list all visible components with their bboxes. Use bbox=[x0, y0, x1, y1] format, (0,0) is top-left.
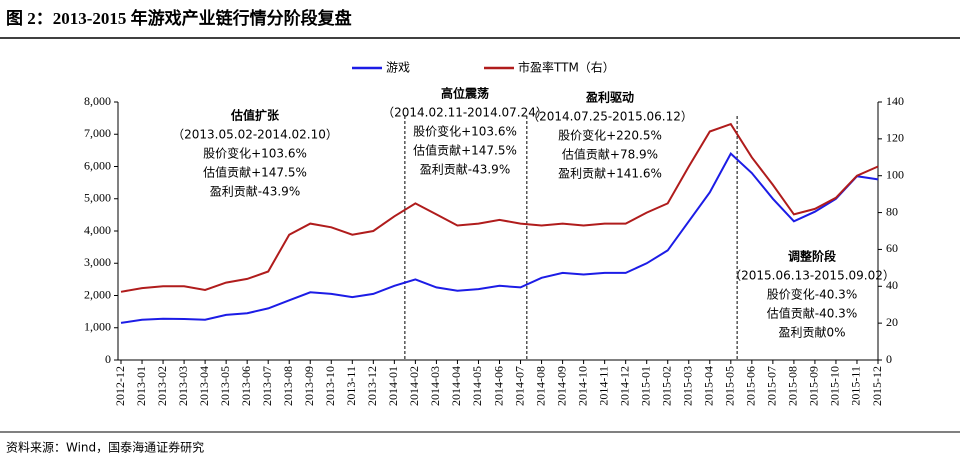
x-tick-label: 2014-07 bbox=[512, 366, 526, 406]
y-tick-label: 8,000 bbox=[84, 94, 111, 108]
y-tick-label: 2,000 bbox=[84, 287, 111, 301]
x-tick-label: 2013-08 bbox=[281, 366, 295, 406]
annotation-line: 股价变化-40.3% bbox=[767, 287, 857, 302]
annotation-line: 估值贡献-40.3% bbox=[767, 306, 857, 321]
x-tick-label: 2013-04 bbox=[197, 366, 211, 406]
x-tick-label: 2014-05 bbox=[470, 366, 484, 406]
legend-label: 市盈率TTM（右） bbox=[518, 60, 615, 75]
y-tick-label: 6,000 bbox=[84, 158, 111, 172]
y2-tick-label: 20 bbox=[886, 315, 898, 329]
x-tick-label: 2014-08 bbox=[533, 366, 547, 406]
annotation-line: 估值贡献+147.5% bbox=[413, 143, 517, 158]
annotation-line: （2013.05.02-2014.02.10） bbox=[172, 128, 338, 142]
series-line bbox=[120, 122, 879, 293]
x-tick-label: 2015-04 bbox=[702, 366, 716, 406]
x-tick-label: 2013-09 bbox=[302, 366, 316, 406]
x-tick-label: 2015-11 bbox=[849, 366, 863, 406]
x-tick-label: 2015-08 bbox=[786, 366, 800, 406]
x-tick-label: 2015-12 bbox=[870, 366, 884, 406]
annotation-line: 股价变化+103.6% bbox=[203, 146, 307, 161]
annotation-line: 股价变化+220.5% bbox=[558, 128, 662, 143]
x-tick-label: 2014-06 bbox=[491, 366, 505, 406]
x-tick-label: 2013-10 bbox=[323, 366, 337, 406]
x-tick-label: 2015-05 bbox=[723, 366, 737, 406]
y-tick-label: 3,000 bbox=[84, 255, 111, 269]
x-tick-label: 2014-03 bbox=[428, 366, 442, 406]
x-tick-label: 2013-11 bbox=[344, 366, 358, 406]
y-tick-label: 7,000 bbox=[84, 126, 111, 140]
x-tick-label: 2014-12 bbox=[617, 366, 631, 406]
x-tick-label: 2012-12 bbox=[113, 366, 127, 406]
y2-tick-label: 120 bbox=[886, 131, 904, 145]
x-tick-label: 2014-02 bbox=[407, 366, 421, 406]
x-tick-label: 2014-11 bbox=[596, 366, 610, 406]
y2-tick-label: 100 bbox=[886, 167, 904, 181]
x-tick-label: 2015-10 bbox=[828, 366, 842, 406]
annotation-line: （2015.06.13-2015.09.02） bbox=[729, 269, 895, 283]
x-tick-label: 2013-07 bbox=[260, 366, 274, 406]
source: 资料来源：Wind，国泰海通证券研究 bbox=[6, 440, 204, 455]
annotation-line: （2014.02.11-2014.07.24） bbox=[382, 106, 548, 120]
x-tick-label: 2014-04 bbox=[449, 366, 463, 406]
series-line bbox=[120, 151, 879, 324]
annotation-line: 盈利贡献+141.6% bbox=[558, 166, 662, 181]
x-tick-label: 2013-02 bbox=[155, 366, 169, 406]
annotation-line: 盈利贡献-43.9% bbox=[420, 162, 510, 177]
y-tick-label: 5,000 bbox=[84, 191, 111, 205]
x-tick-label: 2013-01 bbox=[134, 366, 148, 406]
annotation-line: 盈利贡献0% bbox=[778, 325, 845, 340]
annotation-line: （2014.07.25-2015.06.12） bbox=[527, 110, 693, 124]
x-tick-label: 2013-05 bbox=[218, 366, 232, 406]
annotation-title: 高位震荡 bbox=[441, 86, 489, 101]
y-tick-label: 4,000 bbox=[84, 223, 111, 237]
x-tick-label: 2015-07 bbox=[765, 366, 779, 406]
annotation-line: 估值贡献+147.5% bbox=[203, 165, 307, 180]
annotation-line: 盈利贡献-43.9% bbox=[210, 184, 300, 199]
x-tick-label: 2014-01 bbox=[386, 366, 400, 406]
x-tick-label: 2013-12 bbox=[365, 366, 379, 406]
x-tick-label: 2015-06 bbox=[744, 366, 758, 406]
x-tick-label: 2015-02 bbox=[659, 366, 673, 406]
y2-tick-label: 60 bbox=[886, 241, 898, 255]
x-tick-label: 2015-01 bbox=[638, 366, 652, 406]
y2-tick-label: 0 bbox=[886, 352, 892, 366]
x-tick-label: 2015-09 bbox=[807, 366, 821, 406]
x-tick-label: 2013-06 bbox=[239, 366, 253, 406]
y-tick-label: 0 bbox=[105, 352, 111, 366]
x-tick-label: 2014-09 bbox=[554, 366, 568, 406]
x-tick-label: 2014-10 bbox=[575, 366, 589, 406]
annotation-line: 估值贡献+78.9% bbox=[562, 147, 658, 162]
y2-tick-label: 40 bbox=[886, 278, 898, 292]
chart-title: 图 2：2013-2015 年游戏产业链行情分阶段复盘 bbox=[6, 8, 352, 28]
annotation-title: 盈利驱动 bbox=[585, 90, 634, 105]
y-tick-label: 1,000 bbox=[84, 320, 111, 334]
annotation-line: 股价变化+103.6% bbox=[413, 124, 517, 139]
legend-label: 游戏 bbox=[386, 61, 410, 75]
y2-tick-label: 140 bbox=[886, 94, 904, 108]
y2-tick-label: 80 bbox=[886, 204, 898, 218]
annotation-title: 调整阶段 bbox=[788, 249, 837, 264]
x-tick-label: 2013-03 bbox=[176, 366, 190, 406]
x-tick-label: 2015-03 bbox=[681, 366, 695, 406]
annotation-title: 估值扩张 bbox=[230, 108, 280, 123]
